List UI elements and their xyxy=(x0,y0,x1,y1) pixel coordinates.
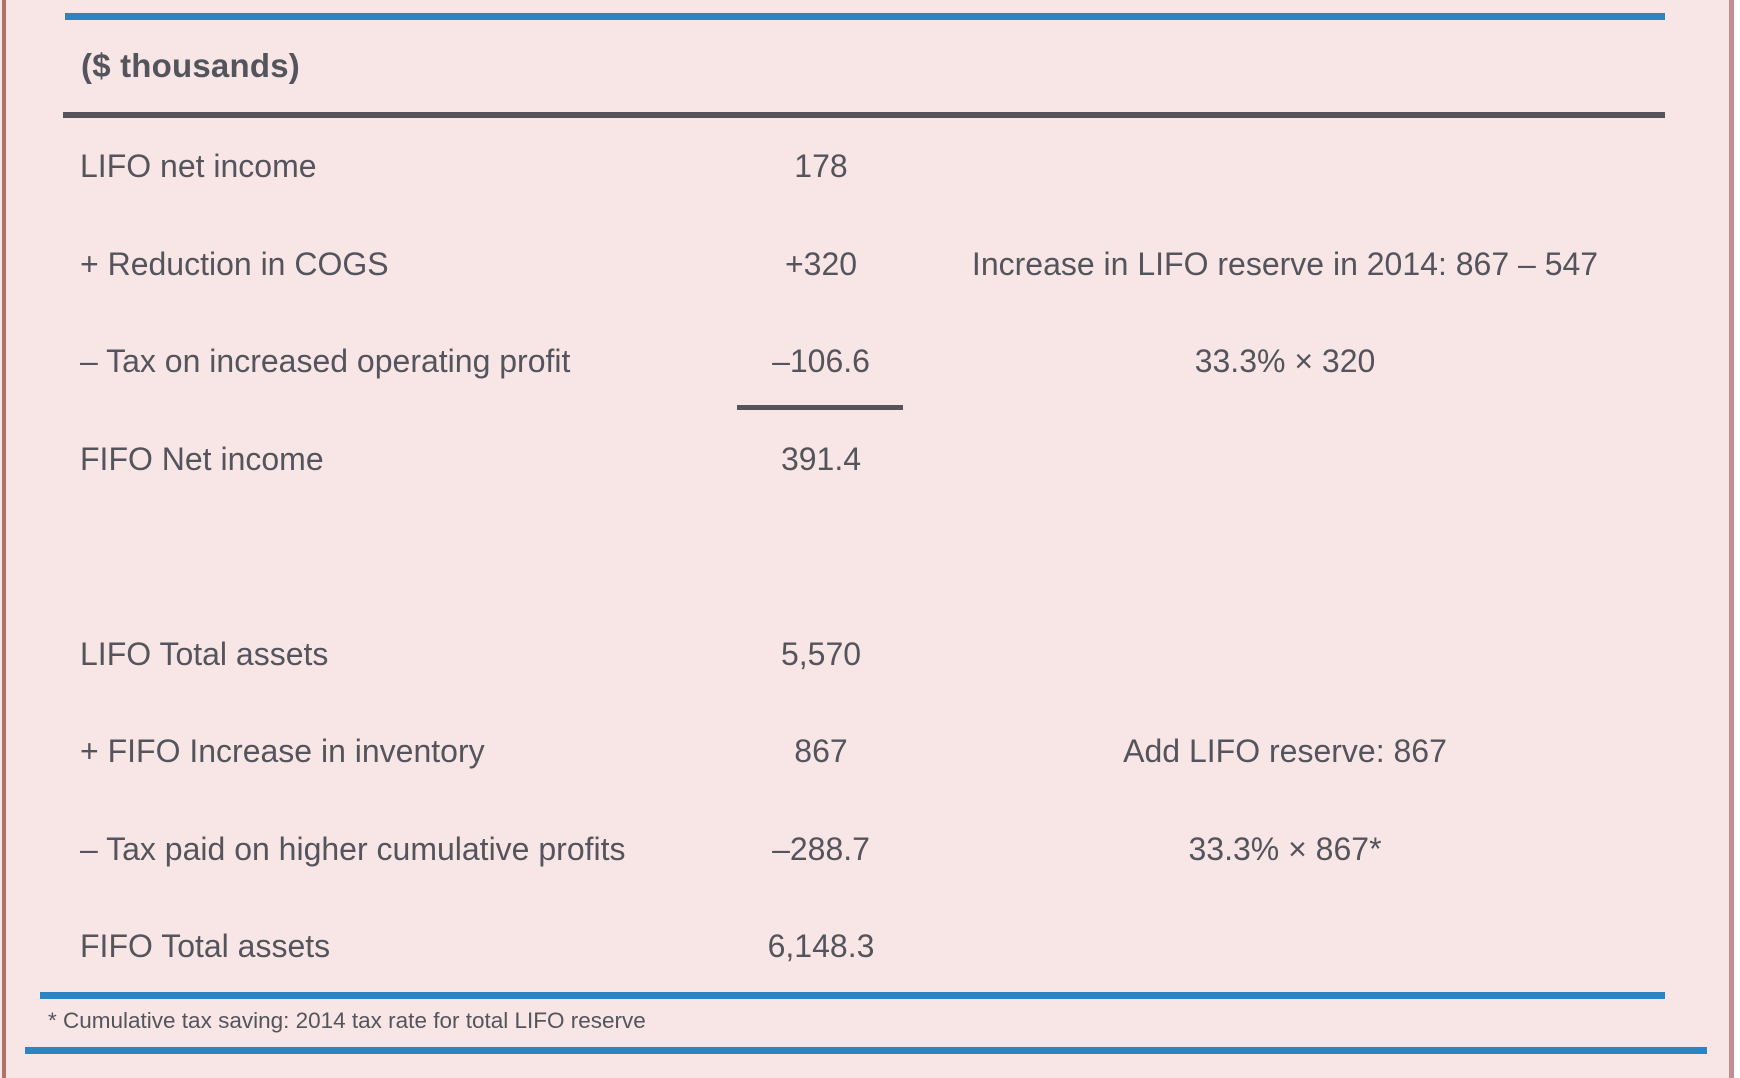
row-note: Add LIFO reserve: 867 xyxy=(1123,733,1447,770)
row-label: LIFO Total assets xyxy=(80,635,329,672)
table-row: LIFO net income 178 xyxy=(63,118,1665,216)
subtotal-underline xyxy=(737,405,903,410)
row-value: 5,570 xyxy=(780,635,862,672)
row-label: FIFO Total assets xyxy=(80,928,331,965)
table-row: + Reduction in COGS +320 Increase in LIF… xyxy=(63,216,1665,314)
row-label: + FIFO Increase in inventory xyxy=(80,733,485,770)
table-row: LIFO Total assets 5,570 xyxy=(63,606,1665,704)
row-label: + Reduction in COGS xyxy=(80,245,389,282)
table-header-row: ($ thousands) xyxy=(63,20,1665,112)
row-value: 6,148.3 xyxy=(767,928,875,965)
table-row-spacer xyxy=(63,508,1665,606)
bottom-blue-rule xyxy=(25,1047,1707,1054)
row-label: – Tax on increased operating profit xyxy=(80,343,571,380)
table-row: – Tax paid on higher cumulative profits … xyxy=(63,801,1665,899)
conversion-table: ($ thousands) LIFO net income 178 + Redu… xyxy=(63,13,1665,996)
row-note: Increase in LIFO reserve in 2014: 867 – … xyxy=(971,245,1599,282)
row-note: 33.3% × 867* xyxy=(1188,830,1382,867)
right-frame-border xyxy=(1729,0,1734,1078)
footnote-separator-blue-rule xyxy=(40,992,1665,999)
left-frame-border xyxy=(2,0,6,1078)
row-label: – Tax paid on higher cumulative profits xyxy=(80,830,626,867)
table-row: – Tax on increased operating profit –106… xyxy=(63,313,1665,411)
table-row: FIFO Total assets 6,148.3 xyxy=(63,898,1665,996)
table-row: FIFO Net income 391.4 xyxy=(63,411,1665,509)
row-value: –288.7 xyxy=(772,830,870,867)
units-header: ($ thousands) xyxy=(81,47,300,84)
row-value: –106.6 xyxy=(772,343,870,380)
row-label: LIFO net income xyxy=(80,148,317,185)
row-value: 867 xyxy=(794,733,848,770)
row-value: 391.4 xyxy=(780,440,862,477)
right-white-margin xyxy=(1734,0,1740,1078)
row-note: 33.3% × 320 xyxy=(1194,343,1376,380)
row-value: 178 xyxy=(794,148,848,185)
row-label: FIFO Net income xyxy=(80,440,324,477)
row-value: +320 xyxy=(784,245,858,282)
header-divider-rule xyxy=(63,112,1665,118)
table-row: + FIFO Increase in inventory 867 Add LIF… xyxy=(63,703,1665,801)
top-blue-rule xyxy=(65,13,1665,20)
footnote-text: * Cumulative tax saving: 2014 tax rate f… xyxy=(48,1008,646,1033)
